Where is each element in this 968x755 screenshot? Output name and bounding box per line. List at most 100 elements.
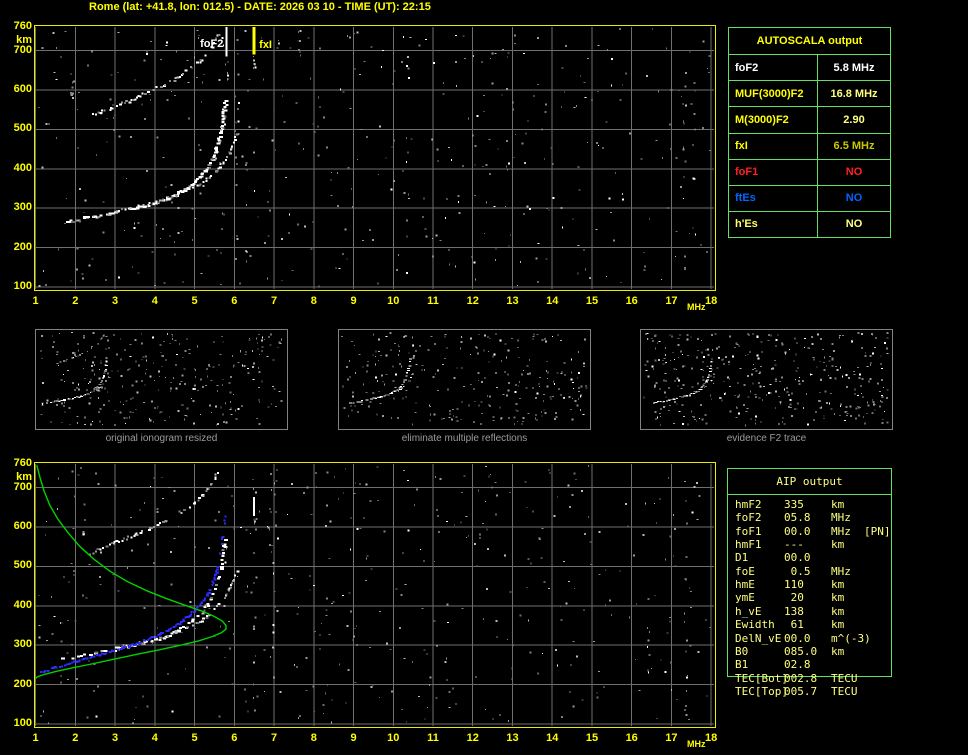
x-axis-tick: 1 [32,295,39,307]
aip-row-value: --- [784,538,804,552]
autoscala-row-label: foF2 [735,61,759,74]
y-axis-unit-label: km [16,34,32,46]
autoscala-row-label: foF1 [735,166,759,179]
aip-row-label: hmF1 [735,538,762,552]
thumbnail-caption-original: original ionogram resized [105,433,218,444]
aip-row-label: B1 [735,658,749,672]
autoscala-table-row: foF2 5.8 MHz [729,54,890,81]
aip-row-unit: TECU [831,671,858,685]
aip-row-value: 085.0 [784,644,818,658]
aip-row-unit: km [831,604,845,618]
x-axis-tick: 4 [151,732,158,744]
ionogram-plot-top [34,25,716,291]
aip-row-label: hmE [735,578,755,592]
thumbnail-evidence-f2 [640,329,893,430]
aip-row-label: foF2 [735,511,762,525]
x-axis-tick: 6 [231,295,238,307]
thumbnail-caption-eliminate: eliminate multiple reflections [401,433,528,444]
y-axis-tick: 600 [13,83,32,96]
y-axis-tick: 400 [13,598,32,611]
autoscala-table-row: h'Es NO [729,210,890,237]
ionogram-plot-bottom [34,462,716,728]
x-axis-unit-label: MHz [687,302,706,312]
autoscala-row-label: h'Es [735,218,758,231]
y-axis-tick: 300 [13,201,32,214]
x-axis-tick: 14 [546,295,559,307]
aip-row-value: 005.7 [784,684,818,698]
x-axis-tick: 18 [705,732,718,744]
aip-row-value: 138 [784,604,804,618]
thumbnail-caption-evidence: evidence F2 trace [726,433,807,444]
x-axis-tick: 5 [191,732,198,744]
thumbnail-eliminate-reflections [338,329,591,430]
aip-row-unit: km [831,578,845,592]
autoscala-row-label: M(3000)F2 [735,113,789,126]
x-axis-tick: 15 [585,295,599,307]
x-axis-tick: 2 [72,295,79,307]
x-axis-tick: 9 [350,732,357,744]
aip-row-label: Ewidth [735,618,775,632]
y-axis-tick: 500 [13,559,32,572]
aip-row-unit: MHz [831,524,851,538]
x-axis-tick: 14 [546,732,559,744]
aip-row-label: foF1 [735,524,762,538]
x-axis-tick: 3 [112,732,119,744]
aip-row-unit: m^(-3) [831,631,871,645]
y-axis-unit-label: km [16,471,32,483]
aip-row-label: TEC[Top] [735,684,788,698]
autoscala-row-value: 5.8 MHz [817,55,890,81]
ionogram-bottom-canvas [35,464,714,726]
x-axis-tick: 10 [387,732,400,744]
x-axis-tick: 16 [625,732,638,744]
annotation-foF2: foF2 [200,38,224,50]
x-axis-tick: 13 [506,732,519,744]
y-axis-tick: 500 [13,122,32,135]
y-axis-tick: 700 [13,480,32,493]
aip-row-unit: km [831,618,845,632]
thumbnail-eliminate-canvas [341,332,588,426]
autoscala-row-label: fxI [735,140,748,153]
x-axis-tick: 11 [427,732,439,744]
y-axis-tick: 600 [13,520,32,533]
aip-row-label: TEC[Bot] [735,671,788,685]
x-axis-tick: 8 [310,295,317,307]
aip-row-value: 00.0 [784,524,811,538]
x-axis-tick: 11 [427,295,439,307]
x-axis-tick: 15 [585,732,599,744]
autoscala-table-row: foF1 NO [729,158,890,185]
aip-row-label: D1 [735,551,749,565]
x-axis-tick: 1 [32,732,39,744]
aip-row-value: 110 [784,578,804,592]
x-axis-tick: 6 [231,732,238,744]
page-title: Rome (lat: +41.8, lon: 012.5) - DATE: 20… [89,1,431,13]
x-axis-tick: 8 [310,732,317,744]
y-axis-tick: 200 [13,240,32,253]
y-axis-tick: 100 [13,717,32,729]
x-axis-tick: 10 [387,295,400,307]
y-axis-tick: 200 [13,677,32,690]
aip-row-extra: [PN] [864,524,891,538]
autoscala-table-row: fxI 6.5 MHz [729,132,890,159]
autoscala-row-value: 6.5 MHz [817,133,890,159]
annotation-fxI: fxI [259,39,272,51]
y-axis-tick: 700 [13,43,32,56]
autoscala-table-row: ftEs NO [729,184,890,211]
autoscala-row-value: 16.8 MHz [817,81,890,107]
aip-row-unit: km [831,644,845,658]
y-axis-tick: 300 [13,638,32,651]
x-axis-tick: 17 [665,295,678,307]
aip-row-unit: km [831,538,845,552]
x-axis-tick: 2 [72,732,79,744]
x-axis-tick: 7 [270,295,278,307]
autoscala-row-value: NO [817,185,890,211]
ionogram-top-canvas [35,27,714,289]
aip-row-label: DelN_vE [735,631,782,645]
x-axis-tick: 12 [466,295,479,307]
x-axis-tick: 7 [270,732,278,744]
aip-row-unit: MHz [831,511,851,525]
autoscala-table-title: AUTOSCALA output [756,35,863,48]
aip-row-value: 02.8 [784,658,811,672]
autoscala-row-value: NO [817,159,890,185]
thumbnail-evidence-canvas [643,332,889,427]
